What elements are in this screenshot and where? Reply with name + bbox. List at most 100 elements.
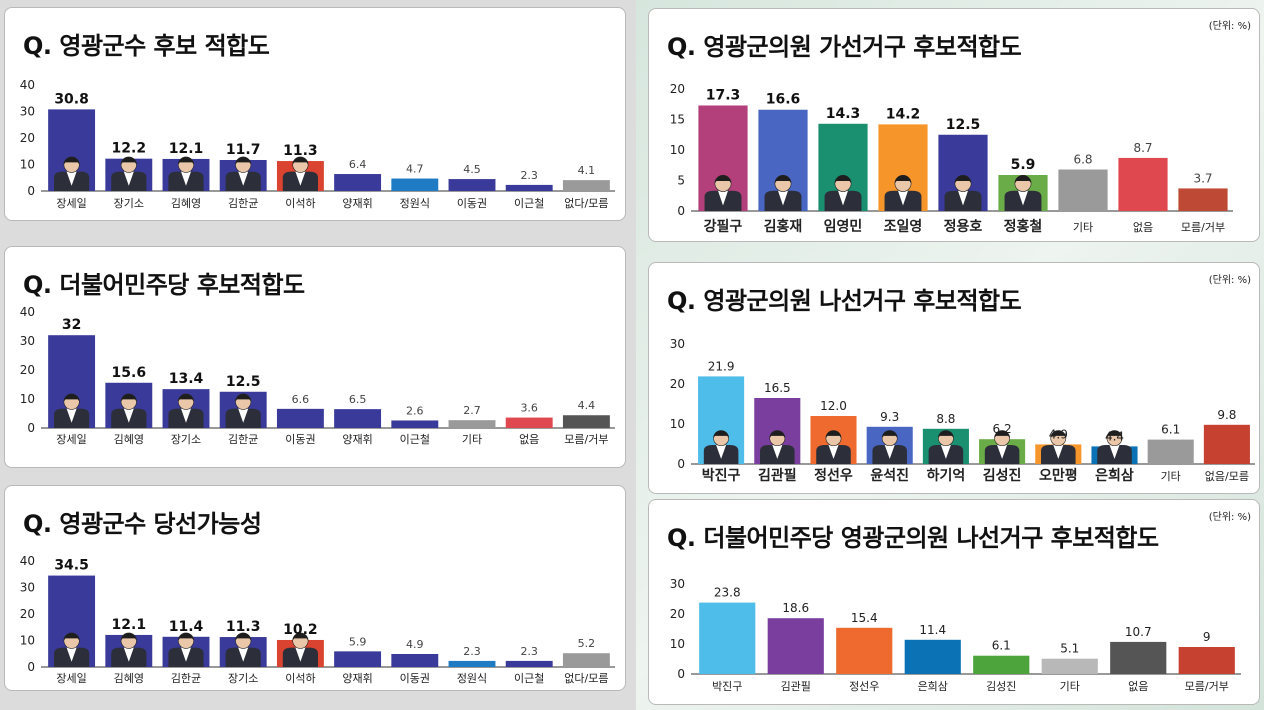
category-label: 김혜영 [171, 197, 201, 210]
data-label: 11.4 [919, 623, 946, 637]
candidate-photo-collar [828, 444, 839, 459]
y-tick-label: 30 [670, 337, 685, 351]
bar [1147, 439, 1194, 464]
candidate-photo-collar [123, 171, 134, 186]
data-label: 2.3 [520, 169, 538, 182]
data-label: 4.9 [406, 638, 424, 651]
y-tick-label: 0 [27, 421, 35, 435]
candidate-photo-collar [778, 190, 788, 206]
data-label: 4.1 [578, 164, 596, 177]
data-label: 15.6 [112, 365, 147, 381]
data-label: 6.1 [1161, 423, 1180, 437]
y-tick-label: 10 [20, 634, 35, 648]
data-label: 6.5 [349, 393, 367, 406]
bar-group: 6.1 김성진 [973, 639, 1030, 693]
data-label: 12.0 [820, 399, 847, 413]
category-label: 장세일 [56, 671, 86, 685]
candidate-photo-collar [898, 190, 908, 206]
data-label: 6.1 [992, 639, 1011, 653]
bar [448, 179, 496, 191]
chart-panel-council-na-fitness: (단위: %) Q. 영광군의원 나선거구 후보적합도 0 10 20 30 21.9 박… [648, 262, 1260, 494]
bar [562, 653, 610, 667]
category-label: 모름/거부 [1181, 221, 1225, 234]
bar [505, 184, 553, 191]
candidate-photo-hair [121, 156, 137, 165]
candidate-photo-collar [838, 190, 848, 206]
candidate-photo-hair [121, 632, 137, 641]
category-label: 은희삼 [918, 680, 948, 693]
category-label: 모름/거부 [564, 433, 608, 446]
category-label: 김한균 [228, 197, 258, 210]
candidate-photo-hair [994, 430, 1010, 439]
data-label: 5.2 [578, 637, 596, 650]
bar [699, 602, 756, 674]
candidate-photo-collar [884, 444, 895, 459]
candidate-photo-hair [178, 156, 194, 165]
category-label: 장기소 [228, 672, 258, 685]
bar-group: 21.9 박진구 [698, 359, 745, 484]
data-label: 4.5 [463, 163, 481, 176]
candidate-photo-hair [235, 632, 251, 641]
category-label: 없음 [1128, 680, 1148, 693]
y-tick-label: 20 [670, 607, 685, 621]
category-label: 정홍철 [1004, 218, 1043, 235]
candidate-photo-collar [958, 190, 968, 206]
data-label: 21.9 [708, 359, 735, 373]
chart-title: Q. 더불어민주당 영광군의원 나선거구 후보적합도 [667, 524, 1159, 552]
candidate-photo-hair [713, 430, 729, 439]
y-tick-label: 10 [20, 392, 35, 406]
bar-group: 11.3 이석하 [276, 143, 324, 210]
bar-group: 10.7 없음 [1110, 625, 1167, 693]
data-label: 12.1 [169, 141, 204, 157]
bar-group: 8.7 없음 [1118, 141, 1168, 234]
bar [1203, 424, 1250, 464]
bar-group: 15.6 김혜영 [105, 365, 153, 446]
chart-title: Q. 영광군수 후보 적합도 [23, 32, 270, 60]
category-label: 없음 [1133, 221, 1153, 234]
bar-group: 2.3 정원식 [448, 645, 496, 685]
y-tick-label: 10 [670, 637, 685, 651]
bar-chart: 0 10 20 30 40 32 장세일 15.6 김혜영 13.4 장기소 12.5 김한균 6.6 이동… [20, 305, 615, 446]
bar-group: 9.8 없음/모름 [1203, 408, 1250, 483]
candidate-photo-hair [714, 175, 732, 184]
bar-group: 11.4 김한균 [162, 619, 210, 685]
bar-group: 12.5 정용호 [938, 117, 988, 235]
bar [1110, 641, 1167, 674]
candidate-photo-collar [716, 444, 727, 459]
category-label: 김관필 [758, 467, 797, 484]
category-label: 김한균 [228, 433, 258, 446]
bar-group: 11.7 김한균 [219, 142, 267, 210]
category-label: 장세일 [56, 196, 86, 210]
bar [391, 420, 439, 428]
data-label: 5.9 [349, 635, 367, 648]
chart-panel-governor-winnability: Q. 영광군수 당선가능성 0 10 20 30 40 34.5 장세일 12.1 김혜영 11.… [4, 485, 626, 691]
chart-panel-democratic-fitness: Q. 더불어민주당 후보적합도 0 10 20 30 40 32 장세일 15.6 김혜영 13.… [4, 246, 626, 468]
data-label: 15.4 [851, 611, 878, 625]
bar [334, 174, 382, 191]
candidate-photo-hair [121, 393, 137, 402]
category-label: 김한균 [171, 672, 201, 685]
category-label: 이근철 [514, 672, 544, 685]
category-label: 모름/거부 [1185, 680, 1229, 693]
category-label: 조일영 [884, 218, 923, 235]
candidate-photo-collar [123, 647, 134, 662]
data-label: 9.8 [1217, 408, 1236, 422]
category-label: 이동권 [457, 197, 487, 210]
bar-chart: 0 10 20 30 40 34.5 장세일 12.1 김혜영 11.4 김한균 11.3 장기소 10.… [20, 554, 615, 685]
bar-group: 6.5 양재휘 [334, 393, 382, 446]
candidate-photo-hair [1106, 430, 1123, 439]
candidate-photo-hair [1014, 175, 1032, 184]
y-tick-label: 20 [20, 363, 35, 377]
candidate-photo-collar [772, 444, 783, 459]
category-label: 은희삼 [1095, 468, 1134, 484]
y-tick-label: 10 [20, 158, 35, 172]
data-label: 10.2 [283, 622, 318, 638]
data-label: 11.3 [226, 619, 261, 635]
bar-group: 30.8 장세일 [48, 91, 96, 210]
category-label: 이석하 [285, 196, 315, 210]
data-label: 10.7 [1125, 625, 1152, 639]
data-label: 3.7 [1193, 171, 1212, 185]
bar-group: 14.2 조일영 [878, 106, 928, 235]
bar-chart: 01020304030.8장세일12.2장기소12.1김혜영11.7김한균11.… [20, 78, 615, 210]
bar-group: 4.1 없다/모름 [562, 164, 610, 210]
